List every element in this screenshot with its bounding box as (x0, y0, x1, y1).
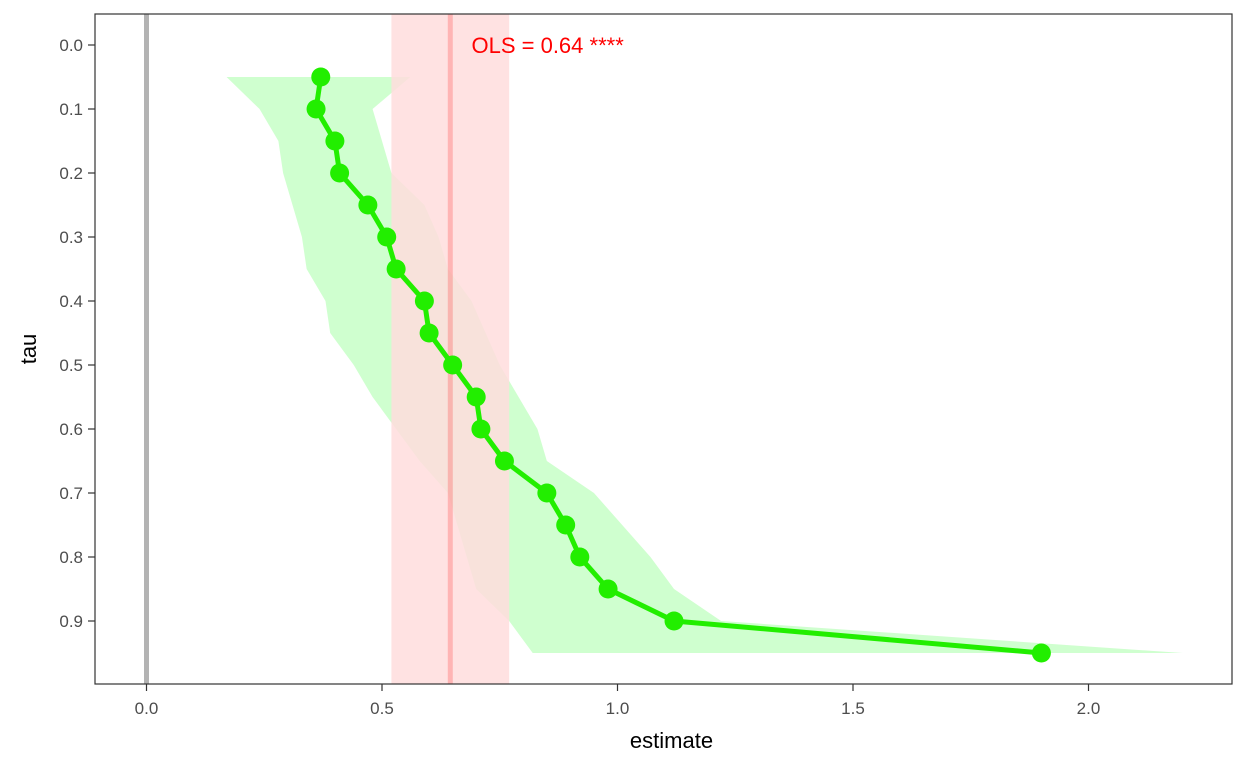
x-tick-label: 1.0 (606, 699, 630, 718)
data-point (377, 227, 397, 247)
y-tick-label: 0.9 (59, 612, 83, 631)
data-point (311, 67, 331, 87)
data-point (330, 163, 350, 183)
x-axis: 0.0 0.5 1.0 1.5 2.0 (135, 684, 1101, 718)
x-tick-label: 0.5 (370, 699, 394, 718)
data-point (386, 259, 406, 279)
y-tick-label: 0.4 (59, 292, 83, 311)
data-point (325, 131, 345, 151)
x-axis-title: estimate (630, 728, 713, 753)
y-axis: 0.0 0.1 0.2 0.3 0.4 0.5 0.6 0.7 0.8 0.9 (59, 36, 95, 631)
y-tick-label: 0.2 (59, 164, 83, 183)
y-tick-label: 0.1 (59, 100, 83, 119)
points-layer (306, 67, 1051, 663)
y-tick-label: 0.7 (59, 484, 83, 503)
data-point (556, 515, 576, 535)
data-point (598, 579, 618, 599)
y-tick-label: 0.0 (59, 36, 83, 55)
data-point (443, 355, 463, 375)
data-point (664, 611, 684, 631)
data-point (570, 547, 590, 567)
ols-layer (391, 14, 510, 684)
y-tick-label: 0.6 (59, 420, 83, 439)
data-point (471, 419, 491, 439)
data-point (466, 387, 486, 407)
y-tick-label: 0.8 (59, 548, 83, 567)
data-point (358, 195, 378, 215)
data-point (419, 323, 439, 343)
y-tick-label: 0.3 (59, 228, 83, 247)
data-point (1031, 643, 1051, 663)
ols-annotation: OLS = 0.64 **** (471, 33, 624, 58)
x-tick-label: 0.0 (135, 699, 159, 718)
data-point (306, 99, 326, 119)
data-point (494, 451, 514, 471)
x-tick-label: 2.0 (1077, 699, 1101, 718)
data-point (537, 483, 557, 503)
ols-confidence-band (391, 14, 510, 684)
panel-border (94, 13, 1233, 685)
y-axis-title: tau (16, 334, 41, 365)
y-tick-label: 0.5 (59, 356, 83, 375)
data-point (414, 291, 434, 311)
x-tick-label: 1.5 (841, 699, 865, 718)
